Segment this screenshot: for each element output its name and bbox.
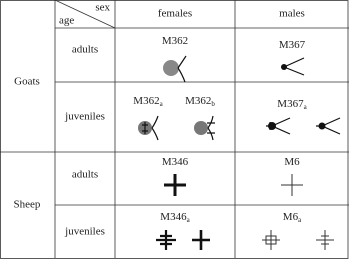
header-age: age xyxy=(59,15,74,27)
icon-stroke xyxy=(207,116,215,140)
icon xyxy=(194,116,215,140)
age: juveniles xyxy=(64,111,105,123)
icon-stroke xyxy=(266,118,290,134)
icon xyxy=(163,56,186,82)
icon-stroke xyxy=(284,58,304,75)
table: sex age females males Goats Sheep adults… xyxy=(0,0,349,265)
specimen-id: M346 xyxy=(162,156,189,168)
icon-body xyxy=(194,121,208,135)
icon xyxy=(281,174,303,196)
icon-body xyxy=(163,60,179,76)
specimen-id: M362b xyxy=(185,95,215,108)
specimen-id: M362a xyxy=(133,95,163,108)
icon xyxy=(262,230,280,250)
specimen-id: M6a xyxy=(283,211,302,224)
specimen-id: M362 xyxy=(162,35,188,47)
specimen-id: M346a xyxy=(160,211,190,224)
age: juveniles xyxy=(64,226,105,238)
specimen-id: M6 xyxy=(284,156,300,168)
column-header: males xyxy=(279,8,305,20)
icon-stroke xyxy=(178,56,186,82)
icon xyxy=(316,230,334,250)
icon-stroke xyxy=(192,230,210,250)
specimen-id: M367 xyxy=(279,39,306,51)
icon xyxy=(138,116,158,140)
icon-stroke xyxy=(281,174,303,196)
icon-stroke xyxy=(316,118,340,134)
icon xyxy=(164,174,186,196)
species: Sheep xyxy=(14,199,41,211)
icon xyxy=(156,230,176,250)
icon xyxy=(192,230,210,250)
icon-stroke xyxy=(156,230,176,250)
icon xyxy=(316,118,340,134)
header-sex: sex xyxy=(95,2,110,14)
age: adults xyxy=(72,44,98,56)
species: Goats xyxy=(14,76,40,88)
column-header: females xyxy=(158,8,192,20)
icon-stroke xyxy=(262,230,280,250)
age: adults xyxy=(72,169,98,181)
specimen-id: M367a xyxy=(277,98,307,111)
icon xyxy=(266,118,290,134)
icon-stroke xyxy=(316,230,334,250)
icon xyxy=(281,58,304,75)
icon-stroke xyxy=(164,174,186,196)
